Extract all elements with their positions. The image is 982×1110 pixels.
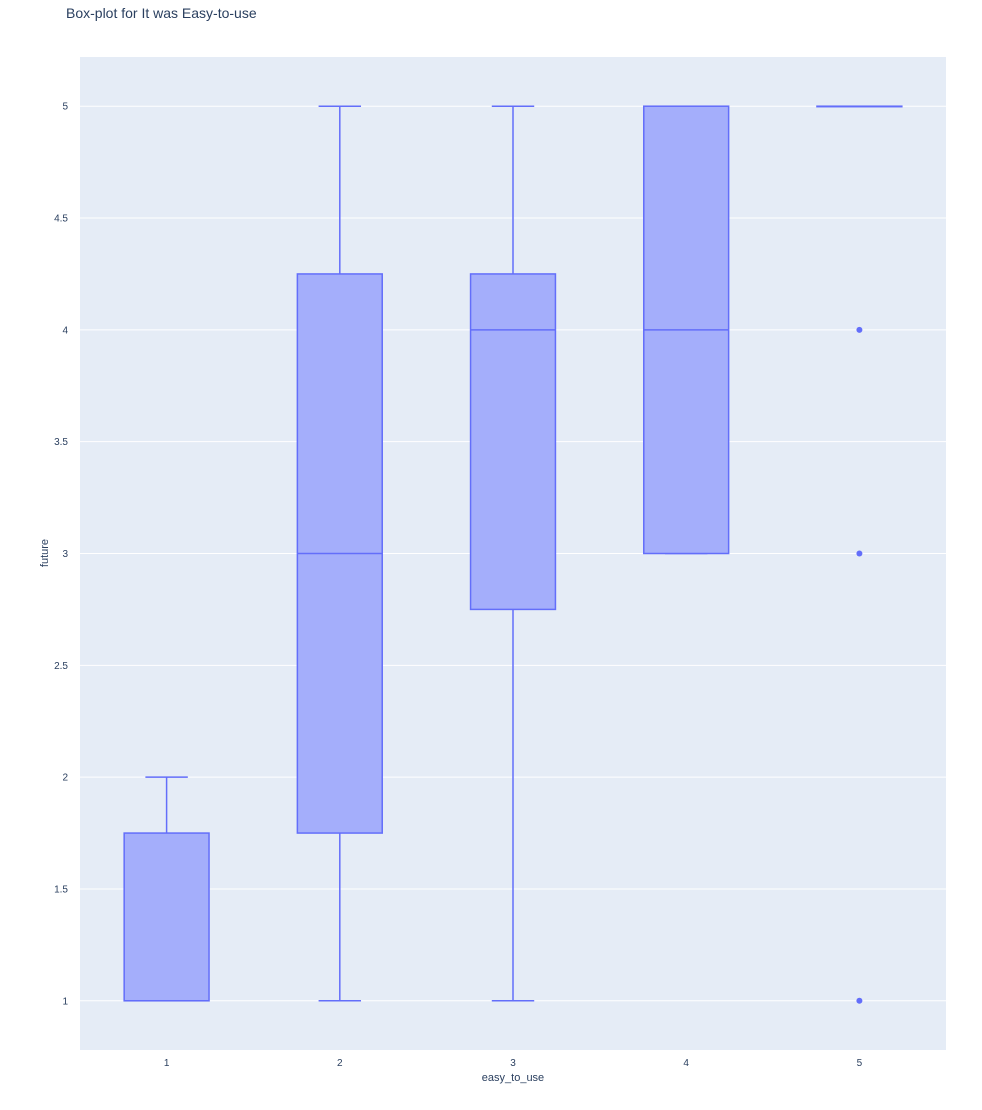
x-tick-label: 5 [857,1058,863,1069]
y-tick-label: 3.5 [54,437,68,448]
y-tick-label: 4 [62,325,68,336]
box-iqr [469,273,557,611]
y-tick-label: 5 [62,102,68,113]
outlier-point [856,550,863,557]
box-3 [469,105,557,1002]
y-axis-title: future [39,539,51,567]
y-tick-label: 3 [62,549,68,560]
x-tick-label: 1 [164,1058,170,1069]
outlier-point [856,326,863,333]
chart-title: Box-plot for It was Easy-to-use [66,5,257,21]
y-axis-ticks: 1 1.5 2 2.5 3 3.5 4 4.5 5 [54,102,68,1008]
x-tick-label: 3 [510,1058,516,1069]
y-tick-label: 4.5 [54,214,68,225]
y-tick-label: 2 [62,773,68,784]
x-axis-title: easy_to_use [482,1072,544,1084]
x-tick-label: 4 [683,1058,689,1069]
box-iqr [123,832,210,1002]
outlier-point [856,997,863,1004]
box-4 [643,105,730,555]
x-tick-label: 2 [337,1058,343,1069]
y-tick-label: 2.5 [54,661,68,672]
box-5 [816,105,903,1004]
box-series [123,105,903,1004]
y-tick-label: 1.5 [54,884,68,895]
y-tick-label: 1 [62,996,68,1007]
box-1 [123,776,210,1002]
box-2 [296,105,383,1002]
x-axis-ticks: 1 2 3 4 5 [164,1058,863,1069]
